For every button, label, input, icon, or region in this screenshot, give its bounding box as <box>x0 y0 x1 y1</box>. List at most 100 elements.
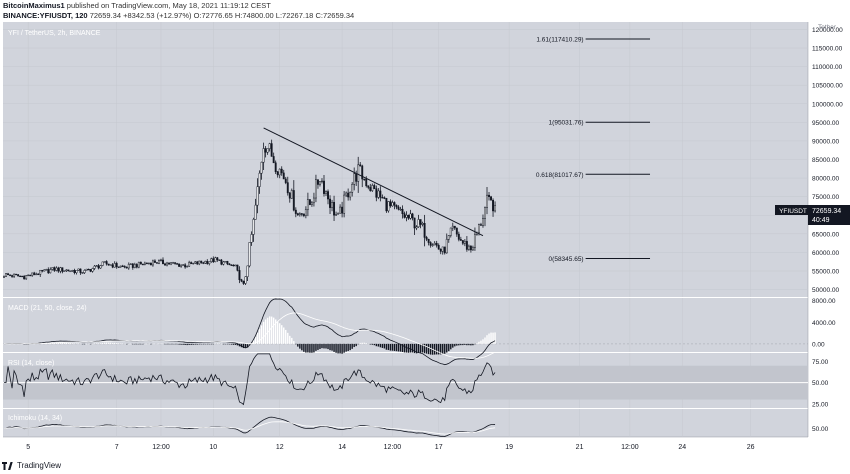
candle <box>73 268 76 275</box>
candle <box>182 264 185 266</box>
candle <box>214 256 217 263</box>
macd-hist-bar <box>111 342 114 344</box>
candle <box>25 275 28 280</box>
osc-pane[interactable] <box>3 409 808 437</box>
candle <box>494 201 497 213</box>
macd-hist-bar <box>462 343 464 346</box>
macd-hist-bar <box>369 343 371 345</box>
candle <box>220 259 223 266</box>
macd-hist-bar <box>246 343 249 348</box>
macd-hist-bar <box>421 343 424 353</box>
macd-hist-bar <box>405 343 408 353</box>
candle <box>63 270 66 272</box>
candle <box>23 274 26 280</box>
candle <box>133 262 136 269</box>
candle <box>147 262 150 265</box>
macd-hist-bar <box>391 343 394 351</box>
candle <box>465 236 468 252</box>
x-tick-label: 5 <box>26 444 30 451</box>
candle <box>435 240 438 248</box>
y-tick-label: 60000.00 <box>812 250 839 257</box>
ohlc-open-label: O: <box>193 11 202 20</box>
candle <box>397 205 400 211</box>
current-price-tag: YFIUSDT 72659.34 40:49 <box>775 205 850 225</box>
currency-label: Tether <box>818 24 837 31</box>
ohlc-close-label: C: <box>315 11 323 20</box>
macd-hist-bar <box>305 343 307 353</box>
time-axis[interactable] <box>3 437 808 455</box>
trendline[interactable] <box>263 127 484 237</box>
candle <box>260 161 263 180</box>
macd-hist-bar <box>242 343 245 349</box>
candle <box>290 188 293 199</box>
macd-hist-bar <box>331 343 333 351</box>
candle <box>168 262 170 265</box>
y-tick-label: 115000.00 <box>812 46 843 53</box>
macd-hist-bar <box>103 342 106 344</box>
candle <box>93 264 96 271</box>
macd-hist-bar <box>482 339 484 344</box>
macd-hist-bar <box>285 329 287 344</box>
osc-y-tick-label: 50.00 <box>812 426 829 433</box>
candle <box>228 263 231 266</box>
macd-pane[interactable] <box>3 298 808 352</box>
macd-hist-bar <box>109 342 112 344</box>
macd-hist-bar <box>277 321 279 344</box>
y-tick-label: 100000.00 <box>812 101 843 108</box>
price-axis[interactable] <box>808 22 850 437</box>
macd-hist-bar <box>188 343 190 345</box>
macd-hist-bar <box>345 343 347 352</box>
candle <box>89 269 92 273</box>
candle <box>91 267 94 273</box>
macd-hist-bar <box>335 343 337 353</box>
x-tick-label: 12 <box>276 444 284 451</box>
candle <box>331 199 333 212</box>
macd-hist-bar <box>194 343 196 345</box>
candle <box>218 259 221 261</box>
candle <box>266 148 269 155</box>
candle <box>188 260 191 267</box>
candle <box>437 243 440 250</box>
ohlc-close: 72659.34 <box>322 11 355 20</box>
candle <box>125 266 128 269</box>
candle <box>480 222 482 226</box>
candle <box>421 221 424 227</box>
candle <box>276 170 279 178</box>
y-tick-label: 95000.00 <box>812 120 839 127</box>
candle <box>457 231 460 242</box>
candle <box>115 261 118 269</box>
candle <box>139 261 142 265</box>
candle <box>286 176 289 196</box>
candle <box>75 270 78 275</box>
y-tick-label: 65000.00 <box>812 231 839 238</box>
candle <box>65 269 68 272</box>
candle <box>292 180 295 212</box>
macd-hist-bar <box>419 343 422 353</box>
chart-header: BitcoinMaximus1 published on TradingView… <box>0 0 850 22</box>
candle <box>407 214 410 220</box>
candle <box>238 266 241 284</box>
candle <box>53 266 56 272</box>
y-tick-label: 105000.00 <box>812 83 843 90</box>
candle <box>212 256 215 263</box>
price-tag-value: 72659.34 <box>812 208 841 215</box>
candle <box>59 266 62 274</box>
candle <box>69 270 72 273</box>
candle <box>431 243 434 247</box>
publisher-name[interactable]: BitcoinMaximus1 <box>3 1 65 10</box>
fib-level-label: 0.618(81017.67) <box>536 172 584 179</box>
candle <box>208 261 211 266</box>
footer: TradingView <box>2 458 61 472</box>
candle <box>391 200 394 207</box>
tradingview-logo-icon[interactable] <box>2 461 14 470</box>
macd-hist-bar <box>319 343 321 349</box>
candle <box>103 261 106 263</box>
macd-hist-bar <box>476 343 478 344</box>
candle <box>153 259 156 263</box>
candle <box>371 183 374 192</box>
macd-hist-bar <box>411 343 414 353</box>
candle <box>415 225 418 231</box>
candle <box>302 213 305 218</box>
candle <box>194 261 197 265</box>
